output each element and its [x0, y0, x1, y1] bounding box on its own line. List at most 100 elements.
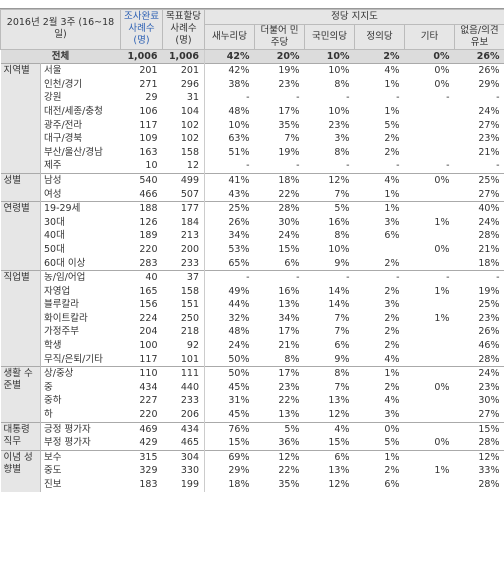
empty-cell [405, 257, 455, 271]
cell: 7% [305, 188, 355, 202]
cell: 30% [455, 394, 504, 408]
cell: 21% [255, 339, 305, 353]
cell: 2% [355, 257, 405, 271]
cell: 1% [355, 367, 405, 381]
cell: - [455, 159, 504, 173]
empty-cell [405, 339, 455, 353]
cell: 38% [205, 78, 255, 92]
cell: 23% [455, 381, 504, 395]
cell: 283 [121, 257, 163, 271]
cell: 51% [205, 146, 255, 160]
table-wrap: 2016년 2월 3주 (16~18일) 조사완료 사례수 (명) 목표할당 사… [0, 8, 504, 585]
cell: - [355, 271, 405, 285]
cell: 18% [205, 478, 255, 492]
empty-cell [405, 422, 455, 436]
cell: 53% [205, 243, 255, 257]
completed-header: 조사완료 사례수 (명) [121, 10, 163, 50]
cell: 29 [121, 91, 163, 105]
empty-cell [405, 450, 455, 464]
cell: 23% [255, 381, 305, 395]
cell: 18% [255, 173, 305, 187]
cell: 434 [121, 381, 163, 395]
row-label: 중하 [41, 394, 121, 408]
cell: 188 [121, 202, 163, 216]
cell: 0% [405, 243, 455, 257]
cell: 250 [163, 312, 205, 326]
cell: 23% [455, 132, 504, 146]
row-label: 제주 [41, 159, 121, 173]
cell: 28% [455, 478, 504, 492]
cell: 9% [305, 353, 355, 367]
cell: - [455, 271, 504, 285]
empty-cell [405, 325, 455, 339]
cell: 1% [355, 105, 405, 119]
row-label: 하 [41, 408, 121, 422]
cell: 21% [455, 243, 504, 257]
cell: 32% [205, 312, 255, 326]
row-label: 긍정 평가자 [41, 422, 121, 436]
cell: 8% [305, 146, 355, 160]
cell: 6% [305, 450, 355, 464]
cell: 13% [255, 408, 305, 422]
cell: 24% [455, 216, 504, 230]
cell: 165 [121, 285, 163, 299]
cell: 199 [163, 478, 205, 492]
group-label: 연령별 [1, 202, 41, 271]
cell: 5% [255, 422, 305, 436]
cell: 21% [455, 146, 504, 160]
cell: 1% [405, 312, 455, 326]
cell: 126 [121, 216, 163, 230]
cell: 13% [255, 298, 305, 312]
cell: 22% [255, 464, 305, 478]
cell: 2% [355, 464, 405, 478]
cell: 102 [163, 132, 205, 146]
cell: 8% [305, 367, 355, 381]
cell: 27% [455, 119, 504, 133]
cell: 29% [455, 78, 504, 92]
cell: 177 [163, 202, 205, 216]
cell: 10 [121, 159, 163, 173]
cell: 227 [121, 394, 163, 408]
cell: - [205, 159, 255, 173]
cell: 183 [121, 478, 163, 492]
row-label: 60대 이상 [41, 257, 121, 271]
empty-cell [405, 394, 455, 408]
cell: 65% [205, 257, 255, 271]
party-group: 정당 지지도 [205, 10, 504, 25]
cell: 0% [355, 422, 405, 436]
cell: 27% [455, 408, 504, 422]
cell: 69% [205, 450, 255, 464]
row-label: 광주/전라 [41, 119, 121, 133]
cell: 18% [455, 257, 504, 271]
row-label: 남성 [41, 173, 121, 187]
cell: 15% [255, 243, 305, 257]
cell: 1,006 [163, 49, 205, 64]
cell: 19% [255, 64, 305, 78]
cell: 329 [121, 464, 163, 478]
cell: - [305, 271, 355, 285]
cell: 213 [163, 229, 205, 243]
cell: 40 [121, 271, 163, 285]
cell: 0% [405, 78, 455, 92]
cell: 42% [205, 49, 255, 64]
row-label: 중 [41, 381, 121, 395]
party-header: 기타 [405, 24, 455, 49]
cell: 12% [305, 173, 355, 187]
cell: 296 [163, 78, 205, 92]
empty-cell [405, 367, 455, 381]
cell: 465 [163, 436, 205, 450]
